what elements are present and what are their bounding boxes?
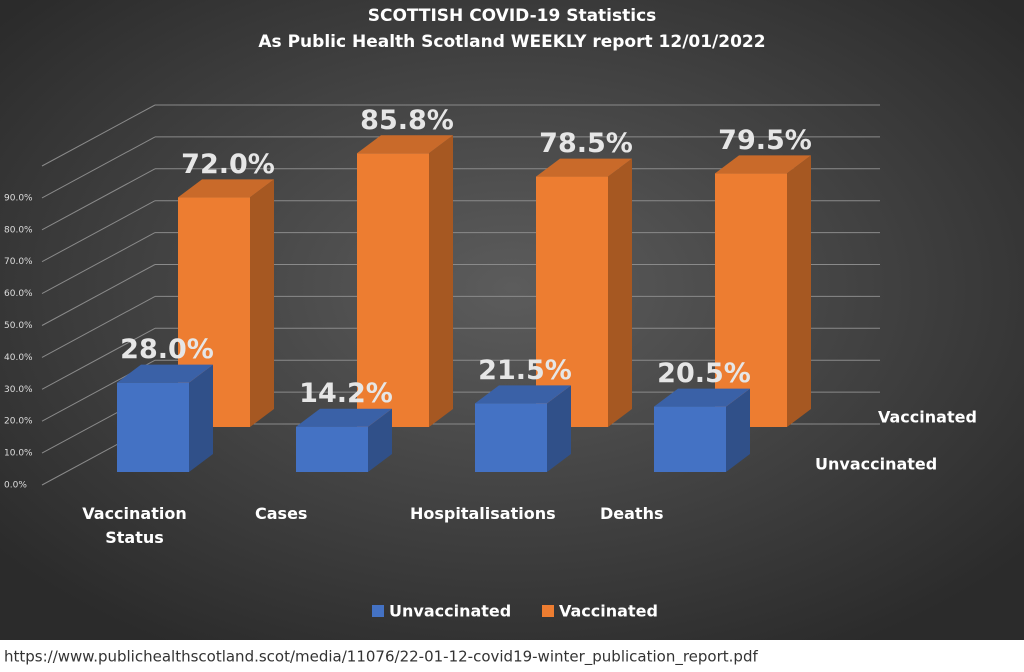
y-tick-label: 40.0% — [4, 353, 33, 363]
depth-label: Vaccinated — [878, 408, 977, 427]
y-tick-label: 70.0% — [4, 257, 33, 267]
x-tick-label: Vaccination Status — [82, 504, 187, 547]
x-tick-label: Cases — [255, 504, 308, 523]
data-label: 20.5% — [657, 358, 751, 389]
bar-front — [654, 406, 726, 472]
chart-title: SCOTTISH COVID-19 Statistics — [368, 6, 657, 26]
legend-label: Vaccinated — [559, 602, 658, 621]
bar-side — [547, 385, 571, 472]
x-tick-label: Hospitalisations — [410, 504, 556, 523]
legend-swatch — [372, 605, 384, 617]
y-tick-label: 30.0% — [4, 385, 33, 395]
bar-side — [608, 158, 632, 427]
bar-front — [475, 403, 547, 472]
legend-label: Unvaccinated — [389, 602, 511, 621]
bar-top — [178, 179, 274, 198]
data-label: 78.5% — [539, 128, 633, 159]
grid-line-side — [41, 295, 156, 358]
bar-side — [368, 408, 392, 472]
y-tick-label: 0.0% — [4, 481, 27, 491]
grid-line-side — [41, 264, 156, 326]
y-tick-label: 60.0% — [4, 289, 33, 299]
grid-line-side — [41, 136, 156, 199]
chart-subtitle: As Public Health Scotland WEEKLY report … — [258, 32, 765, 52]
data-label: 21.5% — [478, 355, 572, 386]
data-label: 72.0% — [181, 149, 275, 180]
data-label: 85.8% — [360, 105, 454, 136]
bar-top — [296, 408, 392, 427]
bar-front — [117, 382, 189, 472]
grid-line-side — [41, 168, 156, 231]
y-tick-label: 20.0% — [4, 417, 33, 427]
data-label: 28.0% — [120, 334, 214, 365]
bar-top — [117, 364, 213, 383]
y-tick-label: 90.0% — [4, 193, 33, 203]
bar-side — [726, 388, 750, 472]
y-tick-label: 10.0% — [4, 449, 33, 459]
data-label: 14.2% — [299, 378, 393, 409]
bar-front — [536, 176, 608, 427]
bar-front — [296, 426, 368, 472]
data-label: 79.5% — [718, 125, 812, 156]
grid-line-side — [41, 327, 156, 390]
bar-side — [250, 179, 274, 427]
legend-swatch — [542, 605, 554, 617]
y-tick-label: 50.0% — [4, 321, 33, 331]
source-url: https://www.publichealthscotland.scot/me… — [4, 648, 758, 667]
bar-top — [654, 388, 750, 407]
chart-background — [0, 0, 1024, 640]
bar-front — [715, 173, 787, 427]
grid-line-side — [41, 232, 156, 295]
bar-top — [536, 158, 632, 177]
bar-side — [429, 135, 453, 427]
bar-side — [189, 364, 213, 472]
bar-top — [715, 155, 811, 174]
y-tick-label: 80.0% — [4, 225, 33, 235]
grid-line-side — [41, 104, 156, 167]
bar-top — [357, 135, 453, 154]
bar-top — [475, 385, 571, 404]
x-tick-label: Deaths — [600, 504, 664, 523]
depth-label: Unvaccinated — [815, 455, 937, 474]
bar-side — [787, 155, 811, 427]
grid-line-side — [41, 200, 156, 263]
bar-front — [357, 153, 429, 427]
